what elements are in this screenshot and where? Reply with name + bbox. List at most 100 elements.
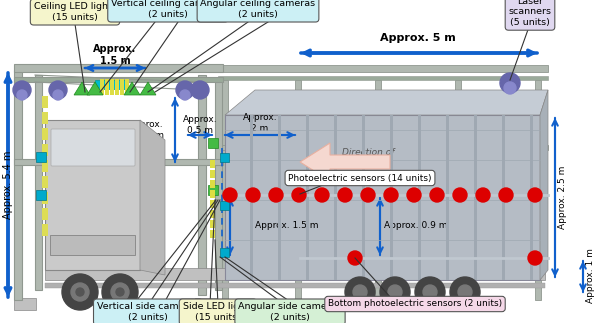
Circle shape <box>453 188 467 202</box>
Bar <box>446 115 449 280</box>
FancyBboxPatch shape <box>51 129 135 166</box>
Bar <box>390 115 392 280</box>
Bar <box>295 80 301 300</box>
Bar <box>125 79 129 95</box>
Bar <box>218 76 548 80</box>
Bar <box>100 79 104 95</box>
Circle shape <box>450 277 480 307</box>
Bar <box>42 144 48 156</box>
Bar <box>218 65 548 72</box>
Circle shape <box>528 251 542 265</box>
Bar <box>455 80 461 300</box>
Bar <box>418 115 421 280</box>
Circle shape <box>380 277 410 307</box>
Polygon shape <box>140 120 165 275</box>
Bar <box>35 75 42 290</box>
Bar <box>115 79 119 95</box>
Text: Laser
scanners
(5 units): Laser scanners (5 units) <box>509 0 551 27</box>
Circle shape <box>338 188 352 202</box>
Bar <box>42 160 48 172</box>
Text: Direction of
movement: Direction of movement <box>342 148 394 168</box>
Bar <box>210 210 215 218</box>
Bar <box>530 115 533 280</box>
Bar <box>45 283 545 288</box>
Bar <box>208 138 218 148</box>
Circle shape <box>345 277 375 307</box>
Bar <box>222 80 228 300</box>
Bar <box>250 115 253 280</box>
Circle shape <box>528 188 542 202</box>
Bar <box>42 128 48 140</box>
Bar <box>14 159 223 165</box>
Circle shape <box>111 283 129 301</box>
Circle shape <box>430 188 444 202</box>
Circle shape <box>361 188 375 202</box>
Bar <box>215 80 222 290</box>
Bar <box>14 70 22 300</box>
Bar <box>210 200 215 208</box>
Circle shape <box>388 285 402 299</box>
Text: Approx.
0.5 m: Approx. 0.5 m <box>182 115 217 135</box>
Bar <box>210 160 215 168</box>
Circle shape <box>500 73 520 93</box>
Text: Approx.
2 m: Approx. 2 m <box>242 113 277 133</box>
Text: Approx.
1.7 m: Approx. 1.7 m <box>130 120 164 140</box>
Text: Photoelectric sensors (14 units): Photoelectric sensors (14 units) <box>288 173 432 182</box>
Text: Vertical ceiling cameras
(2 units): Vertical ceiling cameras (2 units) <box>111 0 225 19</box>
Bar <box>14 77 223 82</box>
Text: Approx. 5 m: Approx. 5 m <box>380 33 456 43</box>
Bar <box>36 152 46 162</box>
Bar <box>362 115 365 280</box>
Text: Ceiling LED lights
(15 units): Ceiling LED lights (15 units) <box>34 2 116 22</box>
Circle shape <box>116 288 124 296</box>
Polygon shape <box>225 90 548 115</box>
Polygon shape <box>87 82 103 95</box>
Circle shape <box>246 188 260 202</box>
Circle shape <box>71 283 89 301</box>
Circle shape <box>13 81 31 99</box>
Circle shape <box>499 188 513 202</box>
Bar <box>210 180 215 188</box>
Circle shape <box>504 82 516 94</box>
Bar <box>42 112 48 124</box>
Bar <box>474 115 476 280</box>
Bar <box>198 75 206 295</box>
Bar <box>95 80 127 89</box>
Text: Approx.
1.5 m: Approx. 1.5 m <box>94 44 137 66</box>
Bar <box>42 176 48 188</box>
Bar <box>220 248 229 257</box>
Bar <box>220 201 229 210</box>
Circle shape <box>348 251 362 265</box>
Circle shape <box>176 81 194 99</box>
Bar <box>195 298 217 312</box>
Bar <box>42 224 48 236</box>
Circle shape <box>458 285 472 299</box>
Bar <box>334 115 337 280</box>
Polygon shape <box>540 90 548 280</box>
Polygon shape <box>300 143 390 181</box>
Bar <box>110 79 114 95</box>
Bar <box>14 298 36 310</box>
Circle shape <box>102 274 138 310</box>
Text: Bottom photoelectric sensors (2 units): Bottom photoelectric sensors (2 units) <box>328 299 502 308</box>
Text: Approx. 0.9 m: Approx. 0.9 m <box>384 222 448 231</box>
Bar <box>14 64 223 72</box>
Bar <box>42 192 48 204</box>
Circle shape <box>423 285 437 299</box>
Bar <box>45 268 545 280</box>
Bar <box>218 145 548 150</box>
Bar <box>36 190 46 200</box>
Bar <box>208 185 218 195</box>
Circle shape <box>269 188 283 202</box>
Polygon shape <box>74 82 90 95</box>
Bar <box>225 115 540 280</box>
Circle shape <box>17 90 27 100</box>
Bar <box>42 96 48 108</box>
Bar <box>306 115 308 280</box>
Bar <box>375 80 381 300</box>
Bar <box>220 153 229 162</box>
Circle shape <box>415 277 445 307</box>
Circle shape <box>407 188 421 202</box>
Bar <box>42 208 48 220</box>
Bar <box>502 115 505 280</box>
